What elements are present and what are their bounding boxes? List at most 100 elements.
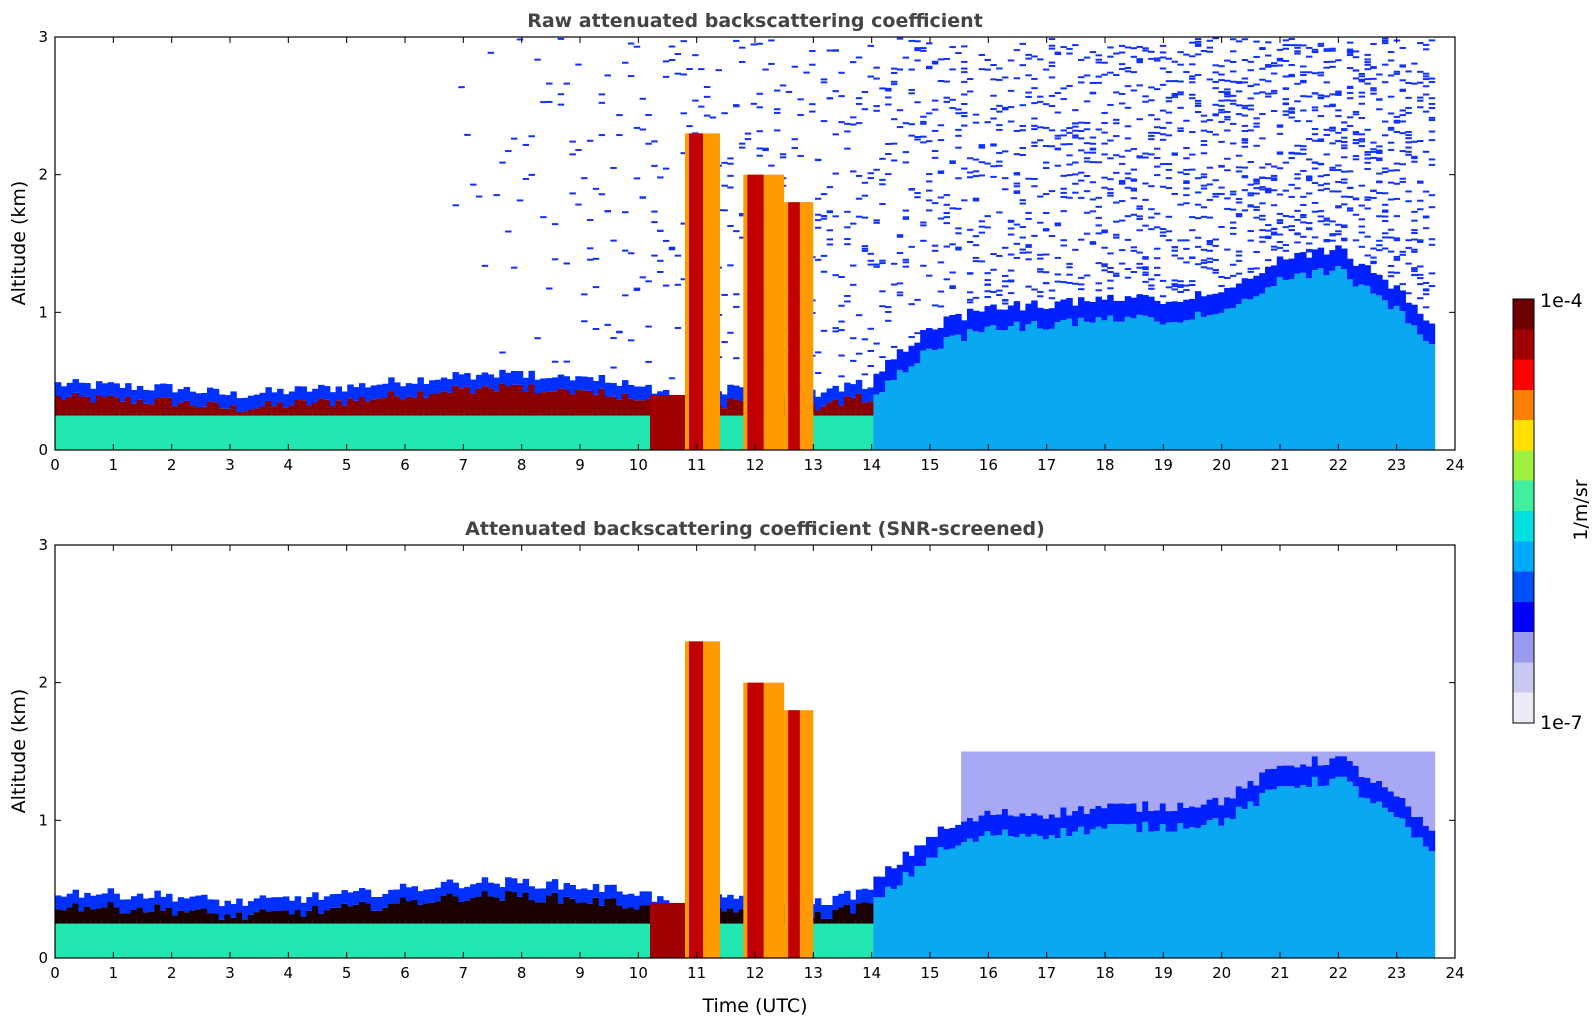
- heatmap-cell: [850, 61, 857, 64]
- heatmap-cell: [972, 113, 980, 116]
- heatmap-cell: [1341, 121, 1348, 124]
- heatmap-cell: [1265, 266, 1272, 288]
- heatmap-cell: [885, 103, 892, 106]
- heatmap-cell: [1002, 808, 1009, 830]
- heatmap-cell: [1270, 177, 1278, 180]
- heatmap-cell: [914, 196, 921, 199]
- heatmap-cell: [1311, 48, 1319, 51]
- heatmap-cell: [779, 156, 787, 159]
- x-tick-label: 16: [979, 964, 998, 982]
- heatmap-cell: [212, 411, 220, 450]
- heatmap-cell: [867, 44, 874, 47]
- heatmap-cell: [1323, 254, 1330, 276]
- heatmap-cell: [1317, 44, 1325, 47]
- heatmap-cell: [984, 326, 991, 450]
- heatmap-cell: [113, 919, 120, 958]
- heatmap-cell: [546, 378, 553, 392]
- heatmap-cell: [212, 388, 220, 403]
- heatmap-cell: [125, 913, 132, 924]
- heatmap-cell: [1358, 797, 1366, 958]
- heatmap-cell: [1218, 292, 1225, 313]
- heatmap-cell: [966, 90, 974, 93]
- heatmap-cell: [633, 400, 641, 416]
- heatmap-cell: [861, 216, 869, 219]
- heatmap-cell: [318, 411, 325, 450]
- heatmap-cell: [1218, 79, 1225, 82]
- heatmap-cell: [405, 396, 413, 416]
- heatmap-cell: [1399, 253, 1406, 256]
- heatmap-cell: [130, 403, 138, 416]
- heatmap-cell: [1335, 206, 1342, 209]
- heatmap-cell: [1317, 215, 1325, 218]
- heatmap-cell: [1428, 139, 1436, 142]
- heatmap-cell: [1095, 205, 1102, 208]
- heatmap-cell: [1054, 222, 1062, 225]
- heatmap-cell: [189, 896, 196, 911]
- heatmap-cell: [569, 380, 576, 395]
- heatmap-cell: [850, 411, 857, 450]
- heatmap-cell: [1224, 308, 1231, 450]
- heatmap-cell: [90, 895, 97, 910]
- heatmap-cell: [1247, 129, 1254, 132]
- heatmap-cell: [1364, 285, 1371, 450]
- heatmap-cell: [487, 374, 495, 389]
- heatmap-cell: [1153, 257, 1161, 260]
- heatmap-cell: [1259, 78, 1266, 81]
- heatmap-cell: [1387, 169, 1395, 172]
- heatmap-cell: [1124, 137, 1132, 140]
- heatmap-cell: [55, 411, 62, 450]
- heatmap-cell: [996, 835, 1003, 958]
- heatmap-cell: [1002, 299, 1009, 302]
- heatmap-cell: [814, 396, 822, 411]
- heatmap-cell: [417, 891, 424, 905]
- heatmap-cell: [1422, 43, 1430, 46]
- heatmap-cell: [885, 866, 892, 887]
- heatmap-cell: [1095, 224, 1102, 227]
- heatmap-cell: [1399, 79, 1406, 82]
- heatmap-cell: [1247, 267, 1254, 270]
- heatmap-cell: [1399, 751, 1406, 798]
- heatmap-cell: [820, 81, 828, 84]
- heatmap-cell: [1095, 161, 1102, 164]
- heatmap-cell: [581, 390, 588, 416]
- heatmap-cell: [1206, 260, 1214, 263]
- heatmap-cell: [1346, 187, 1354, 190]
- heatmap-cell: [1072, 129, 1079, 132]
- heatmap-cell: [1130, 47, 1138, 50]
- heatmap-cell: [1376, 73, 1383, 76]
- heatmap-cell: [908, 366, 915, 450]
- heatmap-cell: [926, 836, 933, 858]
- heatmap-cell: [148, 911, 155, 924]
- heatmap-cell: [1358, 72, 1366, 75]
- heatmap-cell: [1300, 79, 1307, 82]
- heatmap-cell: [282, 407, 290, 416]
- heatmap-cell: [1341, 147, 1348, 150]
- heatmap-cell: [563, 411, 571, 450]
- heatmap-cell: [581, 376, 588, 391]
- heatmap-cell: [1381, 192, 1389, 195]
- heatmap-cell: [107, 411, 115, 450]
- heatmap-cell: [920, 135, 927, 138]
- heatmap-cell: [855, 314, 863, 317]
- heatmap-cell: [850, 170, 857, 173]
- heatmap-cell: [84, 892, 91, 907]
- heatmap-cell: [166, 397, 173, 416]
- heatmap-cell: [1077, 806, 1085, 827]
- heatmap-cell: [1341, 224, 1348, 227]
- heatmap-cell: [1399, 250, 1406, 253]
- heatmap-cell: [1305, 138, 1313, 141]
- heatmap-cell: [1054, 134, 1062, 137]
- heatmap-cell: [639, 891, 647, 906]
- heatmap-cell: [423, 383, 430, 398]
- heatmap-cell: [844, 226, 851, 229]
- heatmap-cell: [949, 207, 956, 210]
- heatmap-cell: [1241, 788, 1249, 809]
- heatmap-cell: [1077, 238, 1085, 241]
- heatmap-cell: [1305, 177, 1313, 180]
- heatmap-cell: [850, 283, 857, 286]
- heatmap-cell: [1247, 108, 1254, 111]
- heatmap-cell: [727, 919, 734, 958]
- heatmap-cell: [645, 280, 652, 283]
- heatmap-cell: [692, 132, 699, 135]
- heatmap-cell: [505, 877, 512, 891]
